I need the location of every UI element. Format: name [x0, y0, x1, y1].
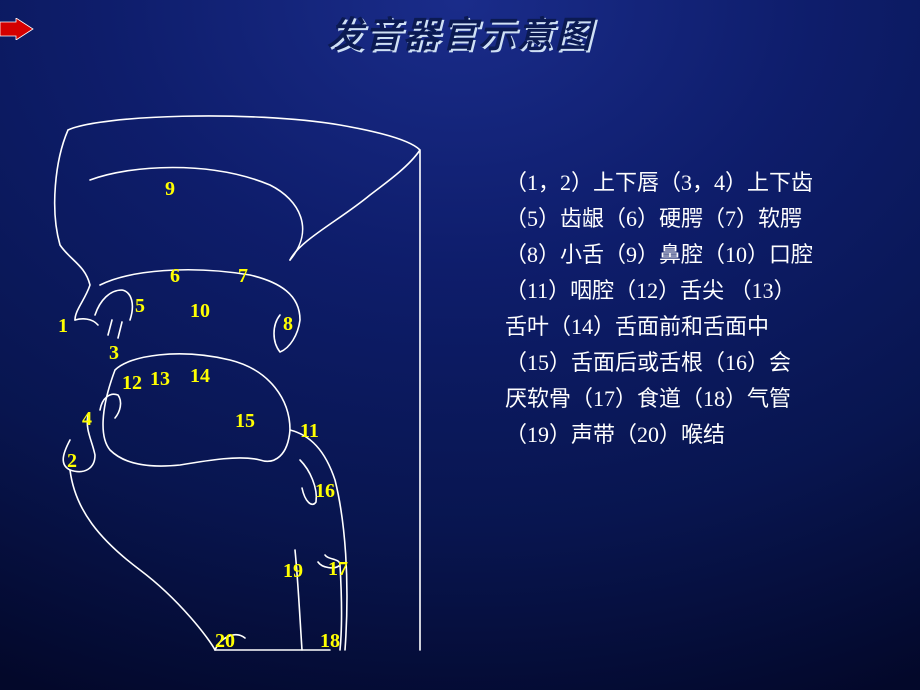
legend-text-block: （1，2）上下唇（3，4）上下齿 （5）齿龈（6）硬腭（7）软腭 （8）小舌（9… — [505, 165, 905, 453]
diagram-label-4: 4 — [82, 408, 92, 431]
diagram-label-9: 9 — [165, 178, 175, 201]
legend-line: （1，2）上下唇（3，4）上下齿 — [505, 165, 905, 201]
diagram-label-20: 20 — [215, 630, 235, 653]
vocal-organ-diagram: 1234567891011121314151617181920 — [40, 110, 460, 670]
diagram-label-5: 5 — [135, 295, 145, 318]
diagram-label-13: 13 — [150, 368, 170, 391]
diagram-label-11: 11 — [300, 420, 319, 443]
legend-line: （11）咽腔（12）舌尖 （13） — [505, 273, 905, 309]
diagram-label-1: 1 — [58, 315, 68, 338]
diagram-label-2: 2 — [67, 450, 77, 473]
diagram-label-19: 19 — [283, 560, 303, 583]
slide-root: 发音器官示意图 发音器官示意图 — [0, 0, 920, 690]
diagram-label-18: 18 — [320, 630, 340, 653]
diagram-label-8: 8 — [283, 313, 293, 336]
page-title-text: 发音器官示意图 — [327, 15, 593, 55]
diagram-label-6: 6 — [170, 265, 180, 288]
diagram-label-7: 7 — [238, 265, 248, 288]
diagram-label-3: 3 — [109, 342, 119, 365]
diagram-label-17: 17 — [328, 558, 348, 581]
diagram-label-12: 12 — [122, 372, 142, 395]
legend-line: 厌软骨（17）食道（18）气管 — [505, 381, 905, 417]
diagram-label-10: 10 — [190, 300, 210, 323]
legend-line: （15）舌面后或舌根（16）会 — [505, 345, 905, 381]
diagram-label-14: 14 — [190, 365, 210, 388]
diagram-outline — [40, 110, 460, 670]
diagram-label-15: 15 — [235, 410, 255, 433]
legend-line: （5）齿龈（6）硬腭（7）软腭 — [505, 201, 905, 237]
diagram-label-16: 16 — [315, 480, 335, 503]
legend-line: 舌叶（14）舌面前和舌面中 — [505, 309, 905, 345]
legend-line: （19）声带（20）喉结 — [505, 417, 905, 453]
legend-line: （8）小舌（9）鼻腔（10）口腔 — [505, 237, 905, 273]
